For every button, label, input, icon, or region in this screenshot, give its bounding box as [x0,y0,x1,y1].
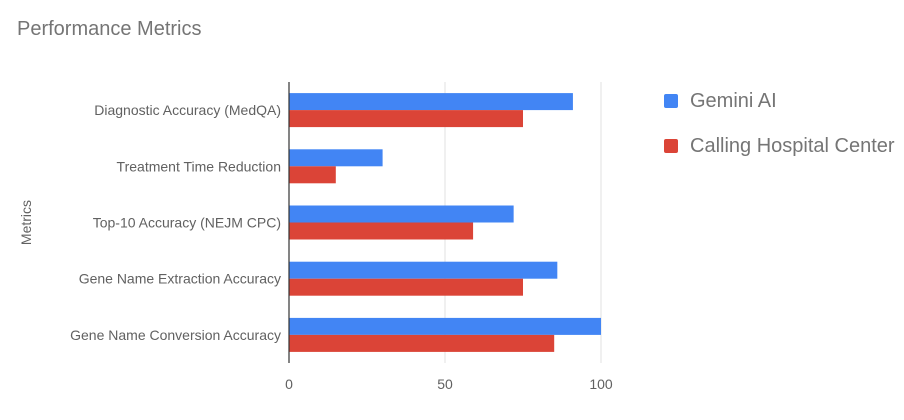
category-label-3: Gene Name Extraction Accuracy [79,271,281,287]
category-label-2: Top-10 Accuracy (NEJM CPC) [93,215,281,231]
legend: Gemini AI Calling Hospital Center [664,88,895,178]
bar-s1-c3 [289,278,523,296]
bar-s0-c4 [289,317,601,335]
category-label-1: Treatment Time Reduction [117,158,281,174]
bar-s1-c4 [289,334,555,352]
x-tick-label-0: 0 [285,376,293,392]
y-axis-title: Metrics [18,200,34,245]
bar-s0-c0 [289,93,573,111]
bar-s1-c0 [289,110,523,128]
x-tick-label-1: 50 [437,376,453,392]
bar-s1-c1 [289,166,336,184]
bar-s1-c2 [289,222,474,240]
category-label-0: Diagnostic Accuracy (MedQA) [94,102,281,118]
bar-s0-c2 [289,205,514,223]
chart-title: Performance Metrics [17,18,202,40]
x-tick-label-2: 100 [589,376,613,392]
category-label-4: Gene Name Conversion Accuracy [70,327,281,343]
legend-item-hospital[interactable]: Calling Hospital Center [664,133,895,159]
legend-swatch-hospital [664,139,678,153]
legend-swatch-gemini [664,94,678,108]
legend-label-gemini: Gemini AI [690,89,777,112]
legend-label-hospital: Calling Hospital Center [690,134,895,157]
bar-s0-c1 [289,149,383,167]
legend-item-gemini[interactable]: Gemini AI [664,88,895,114]
bar-s0-c3 [289,261,558,279]
